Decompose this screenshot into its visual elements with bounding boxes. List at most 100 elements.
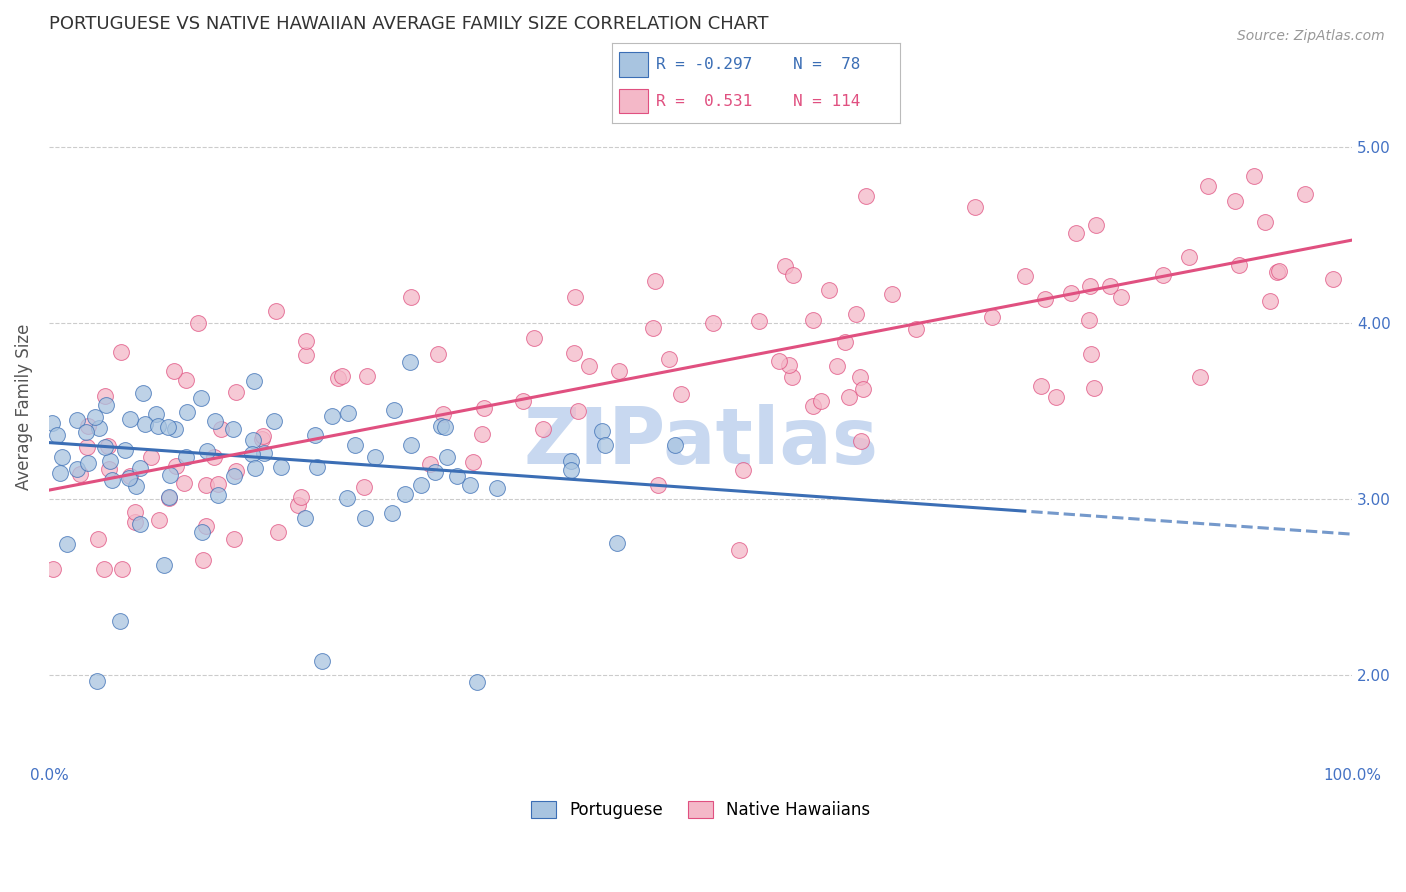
Point [578, 359, 600, 374]
Point [98, 453, 121, 467]
Point [165, 458, 187, 473]
Point [194, 478, 217, 492]
Point [1078, 312, 1101, 326]
Point [242, 434, 264, 448]
Point [195, 443, 218, 458]
Point [173, 476, 195, 491]
Point [134, 417, 156, 432]
Point [125, 479, 148, 493]
Point [207, 477, 229, 491]
Point [287, 499, 309, 513]
Point [664, 438, 686, 452]
Point [242, 374, 264, 388]
Point [294, 334, 316, 348]
Point [111, 562, 134, 576]
Point [86, 674, 108, 689]
Point [49, 466, 72, 480]
FancyBboxPatch shape [619, 53, 648, 77]
Point [1080, 347, 1102, 361]
Point [1189, 369, 1212, 384]
Point [326, 371, 349, 385]
Point [458, 478, 481, 492]
Point [124, 505, 146, 519]
Point [855, 189, 877, 203]
Point [399, 355, 422, 369]
Point [344, 438, 367, 452]
Text: N =  78: N = 78 [793, 57, 860, 72]
Point [426, 347, 449, 361]
Point [89, 420, 111, 434]
Point [461, 455, 484, 469]
Point [880, 286, 903, 301]
Point [647, 478, 669, 492]
Point [592, 424, 614, 438]
Point [1060, 285, 1083, 300]
Point [1099, 278, 1122, 293]
Point [658, 351, 681, 366]
Point [354, 511, 377, 525]
Point [834, 335, 856, 350]
Point [204, 414, 226, 428]
Point [564, 290, 586, 304]
Point [733, 463, 755, 477]
Point [264, 303, 287, 318]
Point [148, 418, 170, 433]
Point [157, 491, 180, 505]
Point [1078, 278, 1101, 293]
Point [465, 674, 488, 689]
Point [411, 478, 433, 492]
Point [222, 469, 245, 483]
Point [163, 422, 186, 436]
Point [1014, 269, 1036, 284]
Point [512, 393, 534, 408]
Point [110, 345, 132, 359]
Point [905, 322, 928, 336]
Point [42, 562, 65, 576]
Point [193, 553, 215, 567]
Point [643, 321, 665, 335]
Point [560, 454, 582, 468]
Point [77, 456, 100, 470]
Point [430, 418, 453, 433]
Point [94, 388, 117, 402]
Point [174, 450, 197, 465]
Point [471, 426, 494, 441]
Text: PORTUGUESE VS NATIVE HAWAIIAN AVERAGE FAMILY SIZE CORRELATION CHART: PORTUGUESE VS NATIVE HAWAIIAN AVERAGE FA… [49, 15, 769, 33]
Point [606, 536, 628, 550]
Point [1227, 258, 1250, 272]
Point [46, 427, 69, 442]
Point [560, 463, 582, 477]
Point [97, 462, 120, 476]
Point [225, 464, 247, 478]
Point [66, 413, 89, 427]
Point [117, 471, 139, 485]
Point [202, 450, 225, 464]
Point [157, 420, 180, 434]
Point [191, 524, 214, 539]
Point [773, 259, 796, 273]
Point [108, 615, 131, 629]
Point [128, 461, 150, 475]
Point [382, 403, 405, 417]
Text: R =  0.531: R = 0.531 [657, 94, 752, 109]
Point [124, 515, 146, 529]
Point [139, 450, 162, 464]
Point [1109, 289, 1132, 303]
Point [311, 654, 333, 668]
Point [702, 317, 724, 331]
Point [225, 384, 247, 399]
Point [295, 348, 318, 362]
Point [825, 359, 848, 373]
Point [76, 440, 98, 454]
Point [132, 385, 155, 400]
Point [803, 313, 825, 327]
Point [981, 310, 1004, 324]
Point [253, 446, 276, 460]
Point [810, 394, 832, 409]
Point [472, 401, 495, 416]
Point [401, 438, 423, 452]
Point [194, 519, 217, 533]
Point [381, 506, 404, 520]
Point [432, 407, 454, 421]
Point [1322, 272, 1344, 286]
